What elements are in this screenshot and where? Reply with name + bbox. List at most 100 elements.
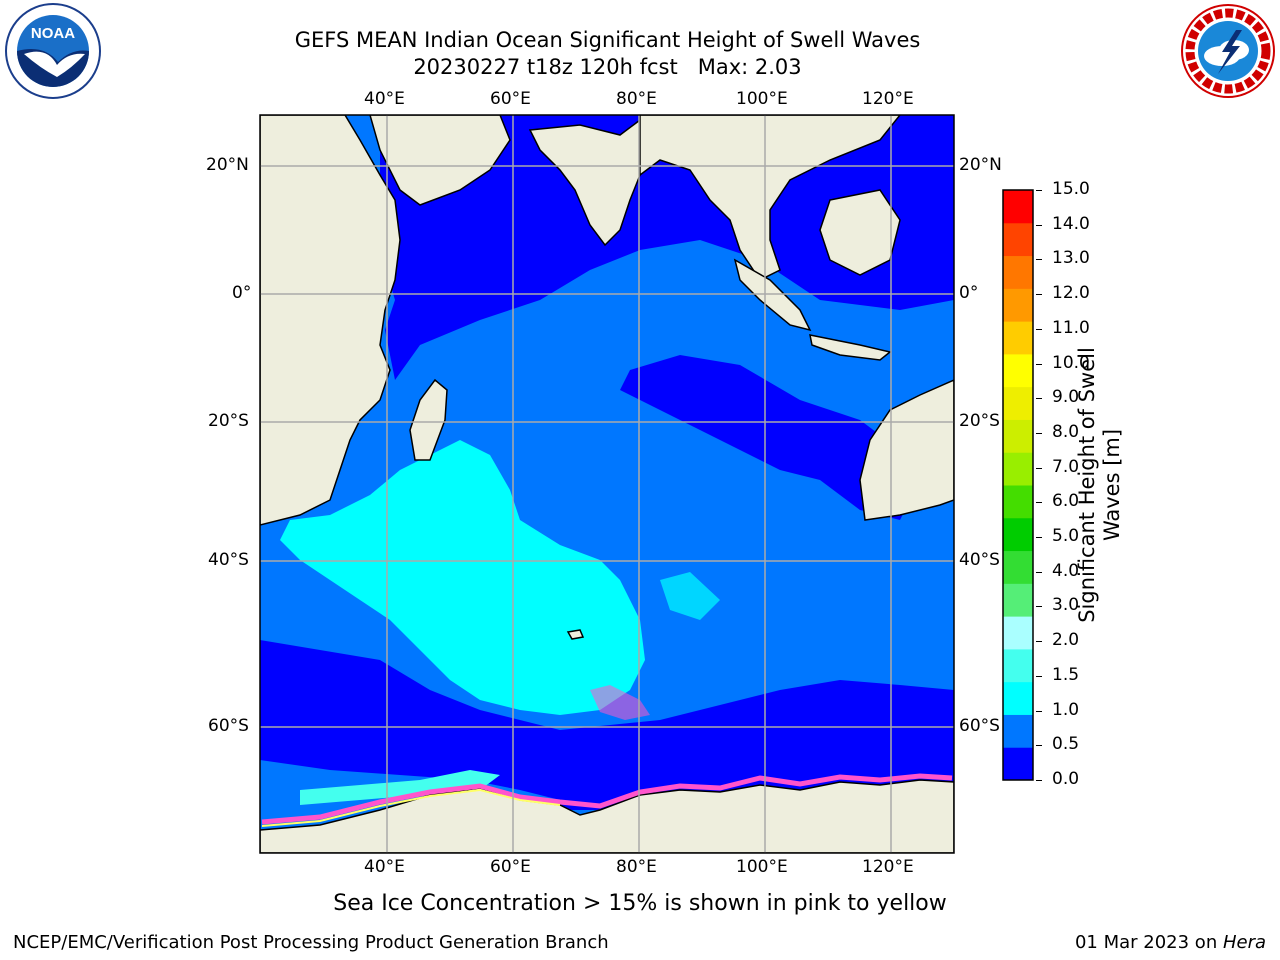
colorbar-tick-label: 8.0 [1052,421,1080,442]
colorbar-tick [1036,328,1042,330]
footer-date: 01 Mar 2023 on Hera [1075,932,1266,953]
lon-label-top: 80°E [616,89,657,109]
land-madagascar [409,378,448,461]
land-indochina [639,115,901,281]
lon-label-top: 120°E [862,89,914,109]
colorbar-tick-label: 2.0 [1052,630,1080,651]
cyan-swell-patch [660,572,720,620]
colorbar-tick [1036,641,1042,643]
land-antarctica [260,779,954,853]
colorbar-cell [1003,255,1033,289]
noaa-logo-text: NOAA [31,25,75,42]
colorbar-cell [1003,681,1033,715]
colorbar-tick [1036,780,1042,781]
colorbar-cell [1003,517,1033,552]
colorbar-tick [1036,606,1042,608]
lat-label-left: 0° [232,283,252,303]
noaa-logo: NOAA [5,3,101,99]
land-java [809,334,892,361]
colorbar-tick [1036,398,1042,400]
colorbar-tick [1036,675,1042,677]
footer-credit: NCEP/EMC/Verification Post Processing Pr… [13,932,609,953]
lat-label-right: 0° [959,283,979,303]
lon-label-top: 60°E [490,89,531,109]
land-kerguelen [566,629,585,640]
colorbar-cell [1003,648,1033,683]
sea-ice-note: Sea Ice Concentration > 15% is shown in … [333,891,947,916]
colorbar-tick-label: 7.0 [1052,456,1080,477]
lat-label-right: 40°S [959,550,1000,570]
colorbar-cell [1003,583,1033,617]
colorbar-tick [1036,259,1042,261]
lon-label-bottom: 120°E [862,857,914,877]
sea-ice-edge [261,773,953,825]
colorbar-tick [1036,745,1042,747]
colorbar-tick-label: 5.0 [1052,526,1080,547]
colorbar-cell [1003,452,1033,486]
colorbar-tick [1036,467,1042,469]
colorbar-tick [1036,224,1042,226]
map-frame [259,114,955,854]
east-deep-swell [620,355,920,520]
colorbar-tick-label: 14.0 [1052,213,1090,234]
land-australia [859,379,954,521]
cyan-south-strip [300,770,500,805]
colorbar-tick-label: 12.0 [1052,283,1090,304]
colorbar-tick-label: 1.5 [1052,664,1080,685]
colorbar-tick [1036,294,1042,296]
colorbar-tick [1036,502,1042,504]
lat-label-left: 20°N [206,155,249,175]
colorbar-tick-label: 15.0 [1052,179,1090,199]
lat-label-right: 20°N [959,155,1002,175]
colorbar-cell [1003,747,1033,781]
sea-ice-patch [590,685,650,720]
colorbar [1002,189,1034,781]
colorbar-cell [1003,714,1033,748]
chart-title: GEFS MEAN Indian Ocean Significant Heigh… [294,28,921,52]
colorbar-tick [1036,537,1042,539]
land-borneo [819,189,901,276]
colorbar-tick-label: 13.0 [1052,248,1090,269]
colorbar-tick [1036,363,1042,365]
colorbar-title-line1: Significant Height of Swell [1075,347,1099,623]
colorbar-tick-label: 0.5 [1052,734,1080,755]
colorbar-tick-label: 6.0 [1052,491,1080,512]
cyan-swell-region [280,440,645,715]
colorbar-cell [1003,321,1033,355]
colorbar-cell [1003,353,1033,388]
southwest-deep-swell [260,640,954,810]
land-india [528,118,641,247]
lat-label-left: 20°S [208,411,249,431]
lat-label-left: 40°S [208,550,249,570]
north-deep-swell [380,115,954,380]
lat-label-right: 20°S [959,411,1000,431]
lon-label-bottom: 60°E [490,857,531,877]
colorbar-tick [1036,710,1042,712]
lon-label-top: 100°E [736,89,788,109]
colorbar-tick-label: 4.0 [1052,560,1080,581]
colorbar-tick-label: 10.0 [1052,352,1090,373]
colorbar-cell [1003,550,1033,584]
colorbar-cell [1003,222,1033,257]
lon-label-bottom: 100°E [736,857,788,877]
colorbar-tick-label: 11.0 [1052,317,1090,338]
colorbar-tick-label: 1.0 [1052,699,1080,720]
lon-label-bottom: 80°E [616,857,657,877]
colorbar-tick [1036,432,1042,434]
lat-label-right: 60°S [959,716,1000,736]
footer-host: Hera [1222,932,1266,953]
graticule [260,115,954,853]
colorbar-cell [1003,485,1033,519]
colorbar-cell [1003,419,1033,453]
nws-logo [1181,4,1275,98]
colorbar-cell [1003,190,1033,224]
sea-ice-edge-inner [261,788,561,827]
lon-label-bottom: 40°E [364,857,405,877]
land-sumatra [733,258,812,332]
colorbar-tick-label: 3.0 [1052,595,1080,616]
lon-label-top: 40°E [364,89,405,109]
chart-subtitle: 20230227 t18z 120h fcst Max: 2.03 [413,55,802,79]
colorbar-tick-label: 0.0 [1052,769,1080,789]
colorbar-cell [1003,616,1033,650]
